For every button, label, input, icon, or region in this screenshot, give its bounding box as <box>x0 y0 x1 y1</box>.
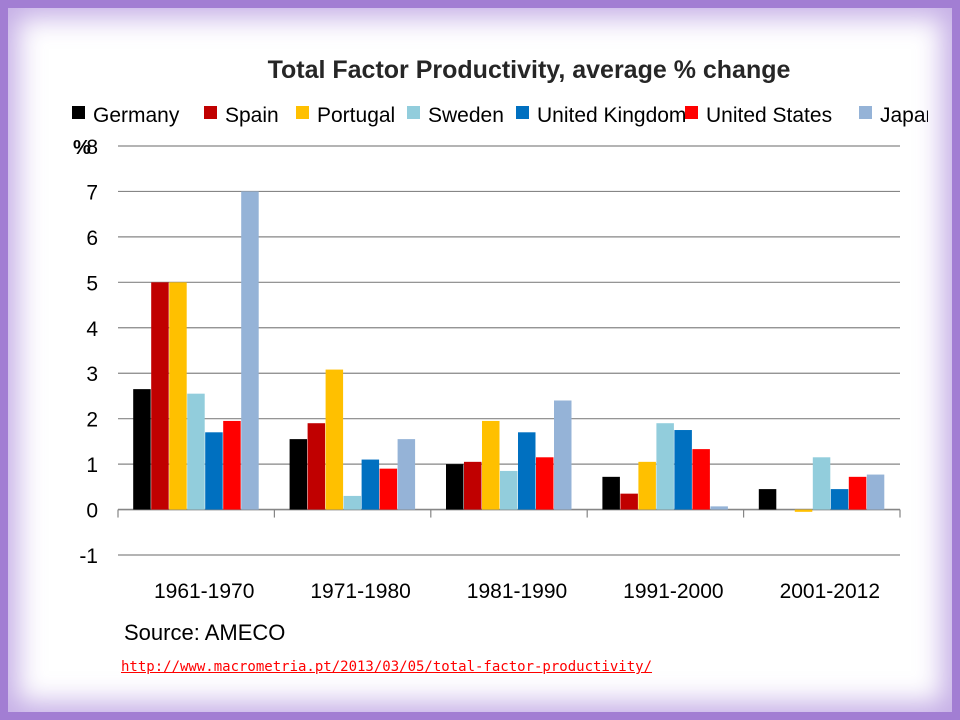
chart-legend: Germany Spain Portugal Sweden United Kingdom… <box>72 104 928 127</box>
y-tick-label: 3 <box>86 363 98 386</box>
y-axis-ticks: -1 0 1 2 3 4 5 6 7 8 <box>79 136 98 568</box>
legend-label: United States <box>706 104 832 127</box>
legend-swatch <box>407 106 420 119</box>
y-tick-label: 5 <box>86 272 98 295</box>
bar-portugal <box>794 509 813 512</box>
y-axis-label: % <box>73 137 91 159</box>
x-tick-label: 1981-1990 <box>467 580 567 603</box>
legend-swatch <box>859 106 872 119</box>
bar-united-kingdom <box>830 489 849 510</box>
bar-spain <box>464 461 482 510</box>
bar-united-states <box>223 420 241 510</box>
y-tick-label: 6 <box>86 227 98 250</box>
legend-label: Spain <box>225 104 279 127</box>
source-note: Source: AMECO <box>124 620 285 642</box>
y-tick-label: 1 <box>86 454 98 477</box>
x-tick-label: 1961-1970 <box>154 580 254 603</box>
x-axis-ticks: 1961-1970 1971-1980 1981-1990 1991-2000 2001… <box>154 580 880 603</box>
legend-label: United Kingdom <box>537 104 686 127</box>
chart-container: Total Factor Productivity, average % cha… <box>60 30 928 642</box>
x-tick-label: 1991-2000 <box>623 580 723 603</box>
bar-portugal <box>169 282 187 510</box>
x-tick-label: 2001-2012 <box>780 580 880 603</box>
bar-germany <box>758 489 777 510</box>
bar-spain <box>307 423 326 510</box>
y-tick-label: 8 <box>86 136 98 159</box>
bar-japan <box>397 439 416 510</box>
legend-swatch <box>72 106 85 119</box>
bar-portugal <box>482 420 500 510</box>
legend-label: Portugal <box>317 104 395 127</box>
bar-japan <box>554 400 572 510</box>
bar-united-states <box>379 468 398 510</box>
legend-swatch <box>204 106 217 119</box>
bar-united-states <box>692 449 710 510</box>
bar-germany <box>289 439 308 510</box>
bar-chart: Total Factor Productivity, average % cha… <box>72 56 928 642</box>
y-tick-label: 2 <box>86 409 98 432</box>
bar-spain <box>151 282 169 510</box>
bar-germany <box>602 476 620 510</box>
x-tick-label: 1971-1980 <box>310 580 410 603</box>
bar-sweden <box>500 470 518 510</box>
bar-spain <box>620 493 638 510</box>
y-tick-label: -1 <box>79 545 98 568</box>
y-tick-label: 0 <box>86 500 98 523</box>
bar-portugal <box>638 461 656 510</box>
bar-germany <box>446 464 464 510</box>
bar-united-states <box>848 476 867 510</box>
legend-swatch <box>296 106 309 119</box>
bar-japan <box>866 474 885 510</box>
bar-united-kingdom <box>674 430 692 510</box>
legend-label: Japan <box>880 104 928 127</box>
chart-title: Total Factor Productivity, average % cha… <box>268 56 791 84</box>
bar-sweden <box>187 393 205 510</box>
bars <box>133 191 885 512</box>
legend-swatch <box>685 106 698 119</box>
bar-united-kingdom <box>518 432 536 510</box>
bar-germany <box>133 389 151 510</box>
legend-swatch <box>516 106 529 119</box>
bar-japan <box>710 506 728 510</box>
y-tick-label: 7 <box>86 181 98 204</box>
y-tick-label: 4 <box>86 318 98 341</box>
bar-sweden <box>812 457 831 510</box>
bar-united-kingdom <box>205 432 223 510</box>
bar-sweden <box>656 423 674 510</box>
bar-united-kingdom <box>361 459 380 510</box>
bar-united-states <box>536 457 554 510</box>
bar-sweden <box>343 495 362 510</box>
legend-label: Germany <box>93 104 180 127</box>
bar-japan <box>241 191 259 510</box>
legend-label: Sweden <box>428 104 504 127</box>
bar-portugal <box>325 369 344 510</box>
source-url-link[interactable]: http://www.macrometria.pt/2013/03/05/tot… <box>121 659 653 675</box>
